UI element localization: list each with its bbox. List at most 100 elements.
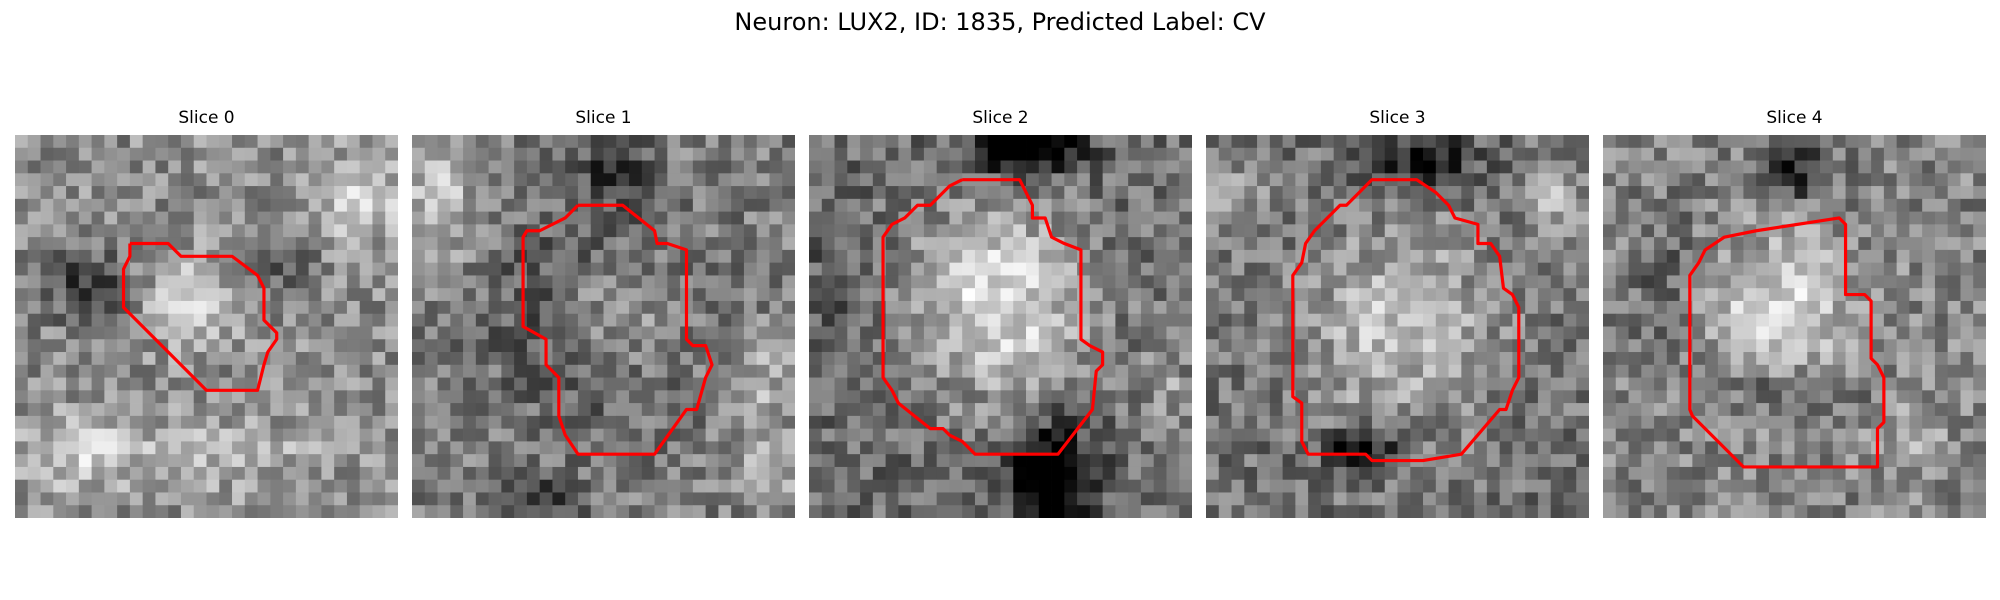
pixel [1947, 390, 1961, 404]
pixel [1295, 326, 1309, 340]
pixel [463, 326, 477, 340]
pixel [1794, 198, 1808, 212]
pixel [1641, 249, 1655, 264]
pixel [1000, 505, 1014, 518]
pixel [78, 211, 92, 225]
pixel [168, 186, 182, 200]
pixel [1257, 377, 1271, 391]
pixel [180, 211, 195, 225]
pixel [782, 441, 795, 455]
pixel [295, 160, 310, 174]
pixel [962, 288, 976, 302]
pixel [1206, 160, 1220, 174]
pixel [334, 339, 348, 353]
pixel [1512, 147, 1526, 161]
pixel [1423, 313, 1437, 327]
pixel [1218, 135, 1232, 149]
pixel [809, 479, 823, 493]
pixel [1308, 173, 1322, 187]
pixel [1550, 198, 1564, 212]
pixel [1550, 173, 1564, 187]
pixel [1603, 390, 1617, 404]
pixel [1666, 198, 1680, 212]
pixel [756, 403, 770, 417]
pixel [129, 466, 144, 481]
pixel [475, 313, 489, 327]
pixel [244, 505, 258, 518]
pixel [1282, 415, 1296, 430]
pixel [1679, 160, 1693, 174]
pixel [1218, 224, 1232, 238]
pixel [1628, 300, 1642, 315]
pixel [78, 300, 92, 315]
pixel [526, 135, 541, 149]
pixel [450, 364, 464, 378]
pixel [936, 466, 950, 481]
pixel [40, 505, 54, 518]
pixel [372, 466, 386, 481]
pixel [911, 441, 925, 455]
pixel [142, 454, 156, 468]
pixel [232, 326, 246, 340]
pixel [782, 135, 795, 149]
pixel [1333, 262, 1347, 276]
pixel [1282, 224, 1296, 238]
pixel [424, 364, 438, 378]
pixel [1320, 326, 1335, 340]
pixel [641, 428, 655, 442]
pixel [809, 403, 823, 417]
pixel [437, 275, 451, 289]
pixel [1896, 479, 1910, 493]
pixel [1768, 135, 1783, 149]
pixel [295, 505, 310, 518]
pixel [1756, 186, 1770, 200]
pixel [372, 135, 386, 149]
pixel [1474, 186, 1488, 200]
pixel [654, 262, 668, 276]
pixel [743, 173, 758, 187]
pixel [1308, 339, 1322, 353]
pixel [1922, 352, 1936, 366]
pixel [1102, 249, 1116, 264]
pixel [1423, 390, 1437, 404]
pixel [667, 415, 681, 430]
pixel [590, 352, 604, 366]
pixel [1051, 415, 1065, 430]
pixel [1371, 275, 1386, 289]
pixel [40, 160, 54, 174]
pixel [667, 198, 681, 212]
pixel [424, 339, 438, 353]
pixel [1705, 505, 1719, 518]
pixel [1628, 377, 1642, 391]
pixel [809, 147, 823, 161]
pixel [539, 415, 553, 430]
pixel [565, 364, 579, 378]
pixel [40, 186, 54, 200]
pixel [539, 428, 553, 442]
pixel [1231, 428, 1245, 442]
pixel [78, 173, 92, 187]
pixel [295, 300, 310, 315]
pixel [1666, 288, 1680, 302]
pixel [142, 364, 156, 378]
pixel [1871, 198, 1885, 212]
pixel [1820, 479, 1834, 493]
pixel [1768, 339, 1783, 353]
pixel [40, 135, 54, 149]
pixel [1615, 415, 1629, 430]
pixel [257, 198, 271, 212]
pixel [1423, 428, 1437, 442]
pixel [1768, 249, 1783, 264]
pixel [1257, 339, 1271, 353]
pixel [1371, 313, 1386, 327]
pixel [705, 479, 719, 493]
pixel [872, 454, 886, 468]
pixel [1448, 505, 1462, 518]
pixel [565, 147, 579, 161]
pixel [1717, 326, 1732, 340]
pixel [974, 454, 989, 468]
pixel [911, 326, 925, 340]
pixel [526, 415, 541, 430]
pixel [1576, 211, 1589, 225]
pixel [1896, 237, 1910, 251]
